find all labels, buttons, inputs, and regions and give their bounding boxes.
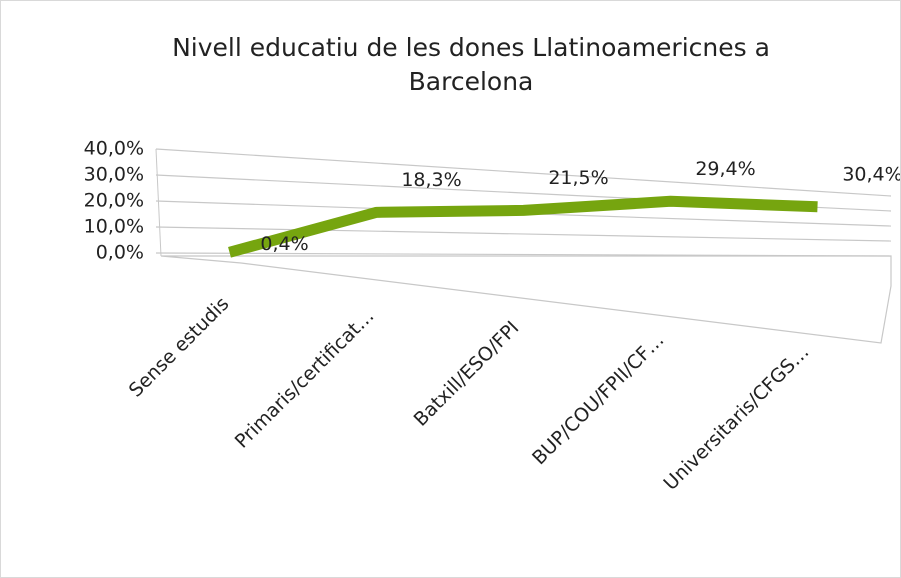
y-tick-label: 30,0% [84,164,144,186]
y-tick-label: 40,0% [84,138,144,160]
data-label: 29,4% [695,158,755,180]
chart-title: Nivell educatiu de les dones Llatinoamer… [172,33,770,96]
y-tick-label: 0,0% [96,242,144,264]
x-tick-label: Primaris/certificat… [231,305,379,453]
left-wall-edge [155,148,162,257]
x-tick-label: Universitaris/CFGS… [660,341,814,495]
x-tick-label: Batxill/ESO/FPI [410,317,524,431]
x-tick-label: BUP/COU/FPII/CF… [528,329,668,469]
grid-line [155,148,892,197]
x-tick-label: Sense estudis [125,293,234,402]
floor [160,255,892,344]
data-label: 0,4% [260,233,308,255]
grid-line [155,226,892,242]
data-label: 21,5% [548,167,608,189]
y-tick-label: 10,0% [84,216,144,238]
data-line [228,195,818,258]
grid-line [155,252,892,257]
data-label: 30,4% [842,163,900,185]
y-tick-label: 20,0% [84,190,144,212]
data-label: 18,3% [401,169,461,191]
